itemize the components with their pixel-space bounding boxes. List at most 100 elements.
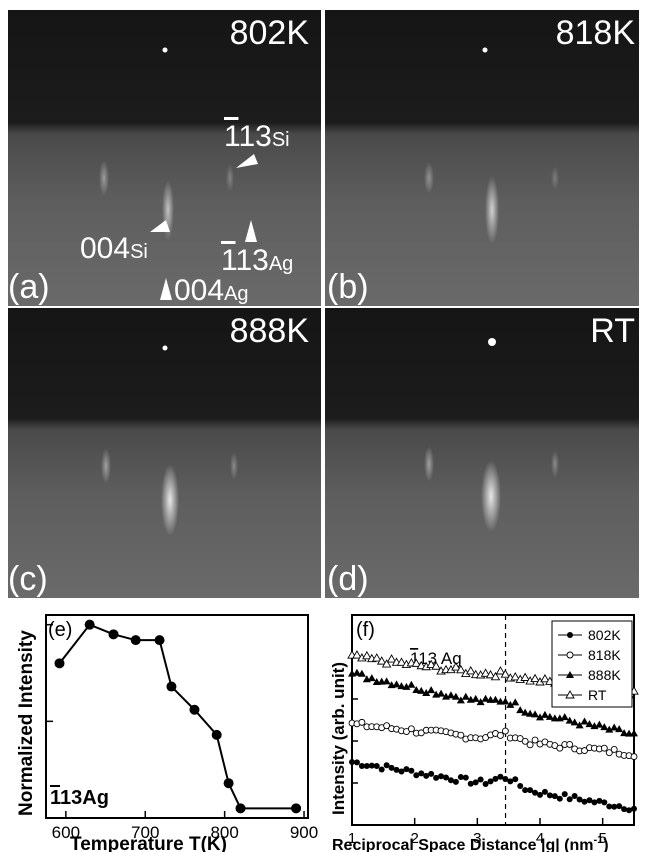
chart-f-point-RT <box>381 659 392 668</box>
chart-f-point-802K <box>452 778 459 785</box>
chart-f-point-802K <box>576 796 583 803</box>
chart-f-point-RT <box>500 669 511 678</box>
chart-e-svg: (e) Normalized Intensity Temperature T(K… <box>16 614 318 852</box>
chart-e-xtick-label: 600 <box>52 823 80 842</box>
chart-f-legend-label: RT <box>588 687 607 703</box>
chart-e-series-line <box>58 623 297 810</box>
chart-f-point-888K <box>526 709 535 717</box>
chart-e-point <box>130 635 141 646</box>
chart-f-point-802K <box>393 766 400 773</box>
rheed-image-a <box>8 10 321 306</box>
chart-e: (e) Normalized Intensity Temperature T(K… <box>0 600 320 852</box>
chart-f-point-RT <box>520 672 530 681</box>
chart-f-xtick-label: 5 <box>598 830 606 847</box>
chart-f-point-802K <box>433 774 440 781</box>
chart-f-panel-label: (f) <box>356 619 375 641</box>
chart-f-point-888K <box>620 729 629 737</box>
chart-f-point-818K <box>566 740 574 748</box>
ag004-annotation: 004Ag <box>174 274 249 306</box>
chart-f-point-888K <box>382 677 391 685</box>
chart-f-point-802K <box>541 788 548 795</box>
chart-f-point-802K <box>522 787 529 794</box>
chart-f-point-888K <box>491 695 500 703</box>
chart-f-point-888K <box>565 716 574 724</box>
chart-f-point-818K <box>383 722 391 730</box>
chart-f-legend-label: 888K <box>588 667 621 683</box>
rheed-panel-a: 802K (a) 113Si 004Si 113Ag 004Ag <box>8 10 321 306</box>
rheed-panel-d: RT (d) <box>325 308 639 598</box>
chart-e-panel-label: (e) <box>48 619 72 641</box>
chart-f-point-802K <box>591 799 598 806</box>
chart-f-point-888K <box>516 706 525 714</box>
chart-f-point-888K <box>560 713 569 721</box>
chart-f-point-802K <box>537 791 543 798</box>
chart-e-point <box>235 803 246 814</box>
chart-f-point-802K <box>566 796 573 803</box>
chart-f-point-888K <box>407 680 416 688</box>
chart-f-point-818K <box>610 746 618 753</box>
chart-f-point-RT <box>530 673 540 683</box>
chart-f-point-888K <box>461 692 470 700</box>
chart-f-point-818K <box>605 749 613 757</box>
chart-f-point-888K <box>476 698 485 706</box>
panel-label-d: (d) <box>327 560 369 598</box>
chart-f-point-RT <box>396 657 407 666</box>
chart-e-point <box>291 803 302 814</box>
chart-f-legend-marker <box>567 632 573 638</box>
chart-f-point-RT <box>411 658 422 667</box>
chart-e-point <box>189 704 200 715</box>
chart-f-point-802K <box>502 776 509 783</box>
chart-f-point-818K <box>521 737 529 745</box>
chart-f-point-802K <box>403 766 410 773</box>
chart-f-point-818K <box>556 744 564 752</box>
temperature-label-b: 818K <box>555 14 635 52</box>
chart-f-point-802K <box>447 777 454 784</box>
chart-f-point-802K <box>561 791 568 798</box>
chart-f-point-802K <box>517 782 524 789</box>
chart-f-point-888K <box>580 717 589 725</box>
chart-f-point-RT <box>490 671 501 681</box>
chart-f-point-802K <box>373 763 380 770</box>
chart-f-point-802K <box>532 789 539 796</box>
chart-f-point-802K <box>378 766 385 773</box>
chart-f-point-802K <box>443 774 449 781</box>
rheed-image-d <box>325 308 639 598</box>
chart-f-point-888K <box>511 698 520 706</box>
si004-annotation: 004Si <box>80 232 148 265</box>
chart-f-xtick-label: 3 <box>473 830 481 847</box>
chart-f-legend-label: 802K <box>588 627 621 643</box>
chart-f-point-888K <box>422 688 431 696</box>
chart-f-point-802K <box>611 803 618 810</box>
chart-f-point-802K <box>368 762 375 769</box>
chart-f-point-802K <box>621 806 628 813</box>
chart-f-point-818K <box>457 731 465 739</box>
chart-f-point-888K <box>536 713 544 721</box>
chart-f-point-802K <box>423 772 430 779</box>
chart-f-point-888K <box>427 686 436 694</box>
chart-f-point-818K <box>630 753 638 761</box>
chart-f-legend-label: 818K <box>588 647 621 663</box>
chart-f-point-888K <box>501 697 510 705</box>
chart-f-point-888K <box>397 682 406 690</box>
chart-f-point-RT <box>495 666 506 675</box>
chart-f-point-802K <box>413 772 420 779</box>
chart-f-annotation: 113 Ag <box>410 649 462 668</box>
chart-f-point-802K <box>616 803 623 810</box>
chart-f-point-RT <box>426 659 436 669</box>
ag113-annotation: 113Ag <box>221 244 294 277</box>
chart-f-point-888K <box>437 689 446 697</box>
chart-f-point-888K <box>585 720 594 728</box>
chart-f-point-888K <box>545 712 554 720</box>
chart-f-xtick-label: 1 <box>348 830 356 847</box>
chart-f-point-802K <box>497 773 504 780</box>
chart-f-point-818K <box>501 727 509 735</box>
chart-f-legend-marker <box>566 651 574 659</box>
chart-f-point-802K <box>438 773 445 780</box>
chart-f-point-RT <box>431 661 441 670</box>
chart-f-point-802K <box>349 759 355 766</box>
chart-f-point-888K <box>412 685 421 693</box>
chart-f-point-888K <box>481 694 490 702</box>
chart-f-point-818K <box>496 732 504 739</box>
chart-f-point-802K <box>467 780 474 787</box>
chart-f-point-888K <box>392 680 401 688</box>
